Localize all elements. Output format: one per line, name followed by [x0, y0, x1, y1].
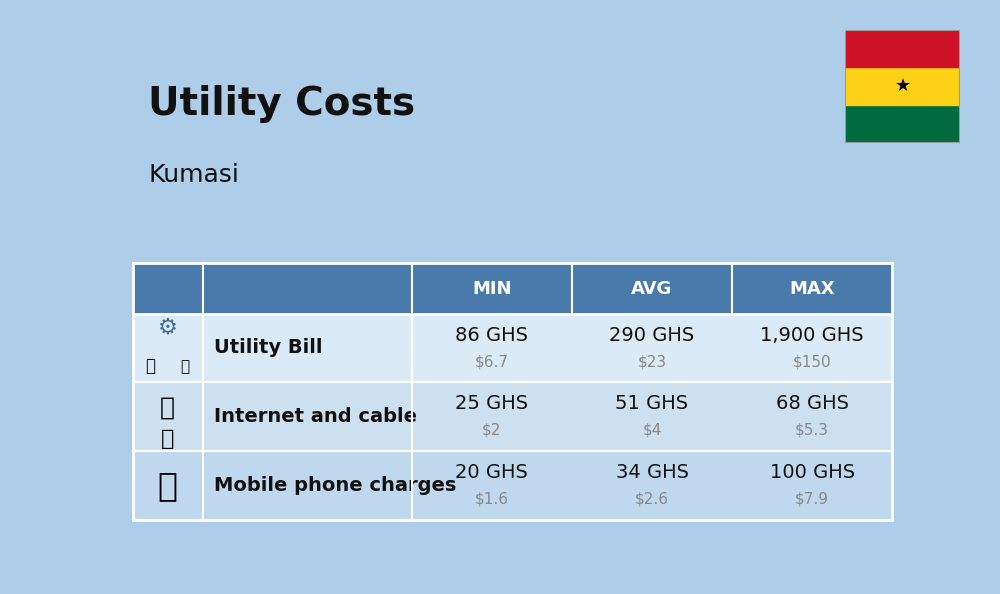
FancyBboxPatch shape [133, 263, 892, 314]
Text: Utility Bill: Utility Bill [214, 339, 323, 358]
Text: 1,900 GHS: 1,900 GHS [760, 326, 864, 345]
Text: Internet and cable: Internet and cable [214, 407, 417, 426]
Text: Kumasi: Kumasi [148, 163, 239, 187]
Text: 20 GHS: 20 GHS [455, 463, 528, 482]
Text: 📶: 📶 [160, 396, 175, 419]
FancyBboxPatch shape [133, 451, 892, 520]
Text: MIN: MIN [472, 280, 512, 298]
Text: $2: $2 [482, 423, 502, 438]
Text: 🔌: 🔌 [146, 357, 156, 375]
Text: MAX: MAX [789, 280, 835, 298]
Text: $1.6: $1.6 [475, 491, 509, 507]
Text: 68 GHS: 68 GHS [776, 394, 849, 413]
Text: ★: ★ [894, 77, 911, 95]
Text: $2.6: $2.6 [635, 491, 669, 507]
Text: $5.3: $5.3 [795, 423, 829, 438]
Text: $7.9: $7.9 [795, 491, 829, 507]
Text: 86 GHS: 86 GHS [455, 326, 528, 345]
Text: 📱: 📱 [158, 469, 178, 502]
Text: 🖥: 🖥 [161, 429, 174, 450]
Text: $4: $4 [642, 423, 662, 438]
Text: AVG: AVG [631, 280, 673, 298]
FancyBboxPatch shape [133, 383, 892, 451]
Text: Utility Costs: Utility Costs [148, 85, 415, 123]
FancyBboxPatch shape [133, 314, 892, 383]
Text: 📷: 📷 [180, 359, 189, 374]
Text: Mobile phone charges: Mobile phone charges [214, 476, 456, 495]
Bar [845, 105, 960, 143]
Text: $6.7: $6.7 [475, 354, 509, 369]
Text: 51 GHS: 51 GHS [615, 394, 689, 413]
Text: $150: $150 [793, 354, 831, 369]
Text: $23: $23 [637, 354, 667, 369]
Text: 34 GHS: 34 GHS [616, 463, 688, 482]
Bar [845, 67, 960, 105]
Text: 290 GHS: 290 GHS [609, 326, 695, 345]
Bar [845, 30, 960, 67]
Text: ⚙: ⚙ [158, 317, 178, 337]
Text: 100 GHS: 100 GHS [770, 463, 855, 482]
Text: 25 GHS: 25 GHS [455, 394, 528, 413]
